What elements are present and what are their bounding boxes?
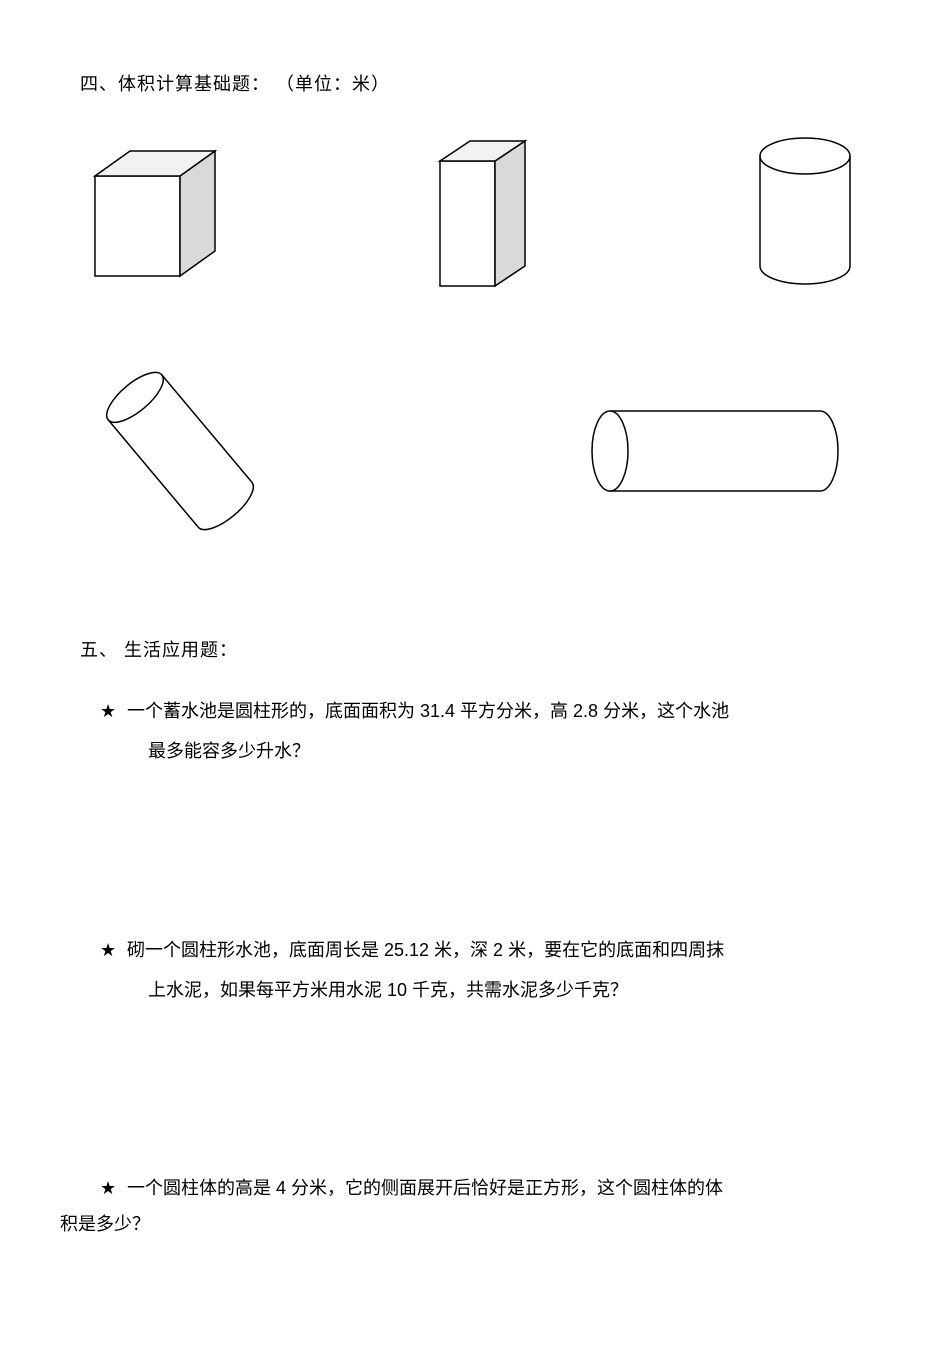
problem-3-line-2: 积是多少？ bbox=[60, 1214, 150, 1234]
shapes-row-1 bbox=[80, 126, 870, 296]
problem-2-line-1: 砌一个圆柱形水池，底面周长是 25.12 米，深 2 米，要在它的底面和四周抹 bbox=[127, 940, 724, 960]
problem-1: ★ 一个蓄水池是圆柱形的，底面面积为 31.4 平方分米，高 2.8 分米，这个… bbox=[80, 692, 870, 771]
shape-cylinder-tilted bbox=[80, 356, 280, 546]
star-icon: ★ bbox=[100, 692, 122, 732]
problem-1-line-1: 一个蓄水池是圆柱形的，底面面积为 31.4 平方分米，高 2.8 分米，这个水池 bbox=[127, 701, 729, 721]
shape-cylinder-upright bbox=[740, 126, 870, 296]
section5-title: 五、 生活应用题： bbox=[80, 636, 870, 662]
problem-1-line-2: 最多能容多少升水？ bbox=[148, 741, 310, 761]
problem-3-line-1: 一个圆柱体的高是 4 分米，它的侧面展开后恰好是正方形，这个圆柱体的体 bbox=[127, 1178, 723, 1198]
problem-2: ★ 砌一个圆柱形水池，底面周长是 25.12 米，深 2 米，要在它的底面和四周… bbox=[80, 931, 870, 1010]
shapes-row-2 bbox=[80, 356, 870, 546]
problem-2-line-2: 上水泥，如果每平方米用水泥 10 千克，共需水泥多少千克？ bbox=[148, 980, 628, 1000]
shape-cuboid bbox=[425, 126, 555, 296]
shape-cylinder-lying bbox=[570, 356, 850, 546]
star-icon: ★ bbox=[100, 931, 122, 971]
star-icon: ★ bbox=[100, 1170, 122, 1206]
section4-title: 四、体积计算基础题： （单位：米） bbox=[80, 70, 870, 96]
problem-3: ★ 一个圆柱体的高是 4 分米，它的侧面展开后恰好是正方形，这个圆柱体的体 积是… bbox=[80, 1170, 870, 1242]
shape-cube bbox=[80, 126, 240, 296]
